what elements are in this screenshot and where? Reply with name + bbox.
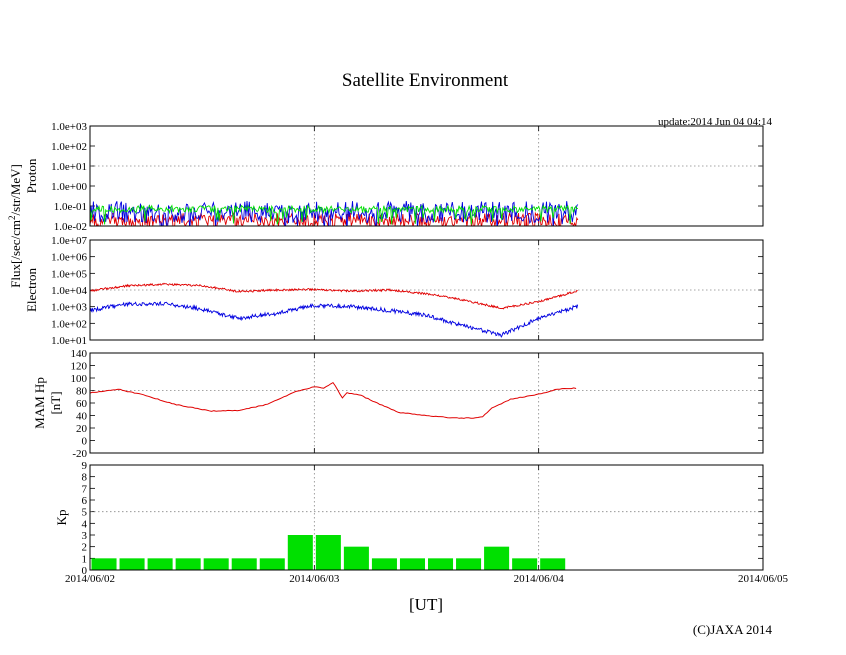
kp-bar (512, 558, 538, 570)
kp-bar (371, 558, 397, 570)
y-tick-label: 1.0e+01 (51, 161, 87, 173)
kp-bar (484, 546, 510, 570)
panel-frame (89, 125, 764, 227)
panel-proton: 1.0e-02 1.0e-01 1.0e+00 1.0e+01 1.0e+02 1.0e+… (24, 121, 764, 233)
kp-bar (259, 558, 285, 570)
y-tick-label: 1.0e+06 (51, 252, 87, 264)
y-tick-label: 1.0e-01 (54, 201, 87, 213)
panel-ylabel: Electron (24, 267, 39, 312)
y-tick-label: 20 (76, 423, 88, 435)
y-tick-label: 1 (82, 553, 88, 565)
y-tick-label: 1.0e+05 (51, 268, 87, 280)
kp-bar (203, 558, 229, 570)
shared-ylabel-suffix: /str/MeV] (8, 164, 23, 215)
y-tick-label: 60 (76, 398, 88, 410)
panel-ylabel: Kp (54, 510, 69, 526)
y-tick-label: 80 (76, 386, 88, 398)
y-tick-label: 7 (82, 483, 88, 495)
kp-bar (343, 546, 369, 570)
kp-bar (287, 535, 313, 570)
plot-area-electron (90, 282, 579, 338)
y-tick-label: 0 (82, 565, 88, 577)
kp-bar (231, 558, 257, 570)
x-tick-label: 2014/06/04 (514, 573, 565, 585)
update-label: update:2014 Jun 04 04:14 (658, 116, 772, 128)
panel-frame (89, 464, 764, 571)
y-tick-label: 1.0e+03 (51, 121, 87, 133)
kp-bar (399, 558, 425, 570)
y-tick-label: 1.0e+07 (51, 235, 87, 247)
panel-ylabel: MAM Hp (32, 377, 47, 429)
y-tick-label: 100 (71, 373, 88, 385)
chart-title: Satellite Environment (342, 70, 509, 91)
panel-frame (89, 352, 764, 454)
y-tick-label: 120 (71, 361, 88, 373)
plot-area-proton (90, 200, 579, 226)
y-tick-label: 1.0e+02 (51, 141, 87, 153)
plot-area-magnetic (90, 381, 577, 419)
y-tick-label: -20 (72, 448, 87, 460)
shared-ylabel-prefix: Flux[/sec/cm (8, 220, 23, 288)
series-line-red (90, 381, 577, 419)
panel-ylabel: Proton (24, 158, 39, 193)
kp-bar (175, 558, 201, 570)
kp-bar (456, 558, 482, 570)
x-tick-label: 2014/06/02 (65, 573, 115, 585)
copyright: (C)JAXA 2014 (693, 622, 773, 637)
y-tick-label: 5 (82, 507, 88, 519)
kp-bar (540, 558, 566, 570)
panel-ylabel-unit: [nT] (48, 391, 63, 414)
y-tick-label: 1.0e+03 (51, 302, 87, 314)
series-line-green (90, 204, 579, 225)
series-line-red (90, 282, 578, 310)
kp-bar (428, 558, 454, 570)
kp-bar (91, 558, 117, 570)
y-tick-label: 1.0e+00 (51, 181, 87, 193)
y-tick-label: 4 (82, 518, 88, 530)
y-tick-label: 6 (82, 495, 88, 507)
kp-bar (147, 558, 173, 570)
panel-electron: 1.0e+01 1.0e+02 1.0e+03 1.0e+04 1.0e+05 1.0e+… (24, 235, 764, 347)
y-tick-label: 2 (82, 542, 88, 554)
y-tick-label: 1.0e+02 (51, 318, 87, 330)
kp-bar (315, 535, 341, 570)
y-tick-label: 8 (82, 472, 88, 484)
y-tick-label: 0 (82, 436, 88, 448)
y-tick-label: 140 (71, 348, 88, 360)
plot-area-kp (91, 535, 566, 570)
x-tick-labels: 2014/06/02 2014/06/03 2014/06/04 2014/06/05 (65, 573, 789, 585)
shared-ylabel-sup: 2 (7, 215, 17, 220)
x-tick-label: 2014/06/05 (738, 573, 789, 585)
y-tick-label: 40 (76, 411, 88, 423)
y-tick-label: 1.0e+04 (51, 285, 87, 297)
y-tick-label: 1.0e-02 (54, 221, 87, 233)
panel-frame (89, 239, 764, 341)
series-line-blue (90, 301, 579, 338)
x-tick-label: 2014/06/03 (289, 573, 340, 585)
panels: 1.0e-021.0e-011.0e+001.0e+011.0e+021.0e+… (24, 121, 764, 577)
y-tick-label: 1.0e+01 (51, 335, 87, 347)
y-tick-label: 9 (82, 460, 88, 472)
y-tick-label: 3 (82, 530, 88, 542)
x-axis-label: [UT] (409, 595, 443, 614)
kp-bar (119, 558, 145, 570)
shared-ylabel: Flux[/sec/cm2/str/MeV] (7, 164, 23, 288)
